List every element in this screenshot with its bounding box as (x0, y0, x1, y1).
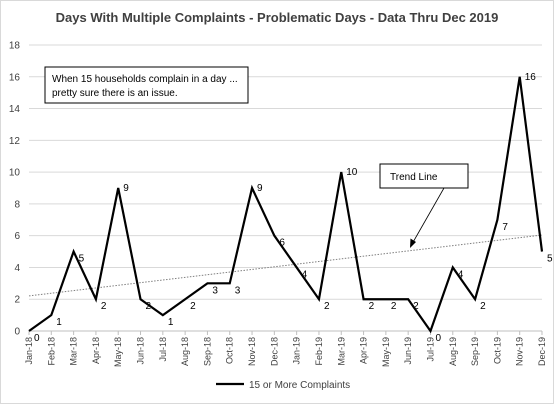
annotation-trend-label: Trend Line (390, 172, 438, 183)
x-tick-label: Nov-19 (515, 337, 525, 366)
data-label: 2 (324, 301, 330, 312)
chart-title: Days With Multiple Complaints - Problema… (56, 10, 499, 25)
annotation-note: When 15 households complain in a day ...… (44, 66, 249, 104)
x-tick-label: Oct-19 (492, 337, 502, 364)
data-label: 2 (391, 301, 397, 312)
annotation-trend-arrow-shaft (411, 187, 445, 245)
legend-label: 15 or More Complaints (249, 380, 350, 391)
data-label: 2 (369, 301, 375, 312)
y-tick-label: 14 (9, 104, 21, 115)
x-tick-label: Apr-19 (359, 337, 369, 364)
x-tick-label: Oct-18 (225, 337, 235, 364)
annotation-trend-box (379, 163, 469, 189)
y-tick-label: 16 (9, 72, 21, 83)
x-tick-label: Apr-18 (91, 337, 101, 364)
data-label: 0 (34, 333, 40, 344)
data-label: 1 (168, 317, 174, 328)
data-label: 5 (79, 254, 85, 265)
y-tick-label: 12 (9, 136, 21, 147)
x-tick-label: May-18 (113, 337, 123, 367)
data-label: 7 (502, 222, 508, 233)
y-tick-label: 4 (14, 263, 20, 274)
x-tick-label: Jul-19 (425, 337, 435, 362)
x-tick-label: Feb-18 (46, 337, 56, 366)
y-tick-label: 8 (14, 199, 20, 210)
y-tick-label: 18 (9, 41, 21, 52)
data-label: 2 (480, 301, 486, 312)
data-label: 4 (302, 269, 308, 280)
legend: 15 or More Complaints (216, 380, 350, 391)
x-tick-label: Feb-19 (314, 337, 324, 366)
x-tick-label: Jun-18 (136, 337, 146, 365)
y-tick-label: 6 (14, 231, 20, 242)
series-line-15-or-more-complaints (28, 76, 544, 334)
x-tick-label: Aug-18 (180, 337, 190, 366)
x-tick-label: Sep-18 (202, 337, 212, 366)
x-tick-label: May-19 (381, 337, 391, 367)
annotation-trend-arrowhead (410, 238, 416, 248)
x-tick-label: Mar-18 (69, 337, 79, 366)
data-label: 10 (346, 167, 358, 178)
x-axis-tick-labels: Jan-18 Feb-18 Mar-18 Apr-18 May-18 Jun-18 Jul-… (24, 337, 547, 367)
data-label: 2 (146, 301, 152, 312)
y-axis-tick-labels: 0 2 4 6 8 10 12 14 16 18 (9, 41, 21, 338)
data-label: 2 (190, 301, 196, 312)
x-tick-label: Nov-18 (247, 337, 257, 366)
x-tick-label: Aug-19 (448, 337, 458, 366)
y-tick-label: 2 (14, 295, 20, 306)
x-tick-label: Mar-19 (336, 337, 346, 366)
data-label: 5 (547, 254, 553, 265)
x-tick-label: Jun-19 (403, 337, 413, 365)
y-tick-label: 10 (9, 168, 21, 179)
data-label: 1 (56, 317, 62, 328)
annotation-note-line-2: pretty sure there is an issue. (52, 88, 178, 99)
x-tick-label: Dec-19 (537, 337, 547, 366)
x-tick-label: Jul-18 (158, 337, 168, 362)
annotation-trend: Trend Line (379, 163, 469, 248)
data-label: 0 (435, 333, 441, 344)
data-label: 2 (413, 301, 419, 312)
data-label: 6 (279, 238, 285, 249)
data-label: 2 (101, 301, 107, 312)
x-tick-label: Jan-18 (24, 337, 34, 365)
x-tick-label: Jan-19 (292, 337, 302, 365)
data-label: 3 (212, 285, 218, 296)
y-tick-label: 0 (14, 327, 20, 338)
data-label: 16 (525, 72, 537, 83)
annotation-note-box (44, 66, 249, 104)
x-tick-label: Dec-18 (269, 337, 279, 366)
trend-line (28, 234, 543, 297)
data-label: 4 (458, 269, 464, 280)
data-label: 3 (235, 285, 241, 296)
data-label: 9 (123, 183, 129, 194)
annotation-note-line-1: When 15 households complain in a day ... (52, 74, 238, 85)
data-label: 9 (257, 183, 263, 194)
x-tick-label: Sep-19 (470, 337, 480, 366)
